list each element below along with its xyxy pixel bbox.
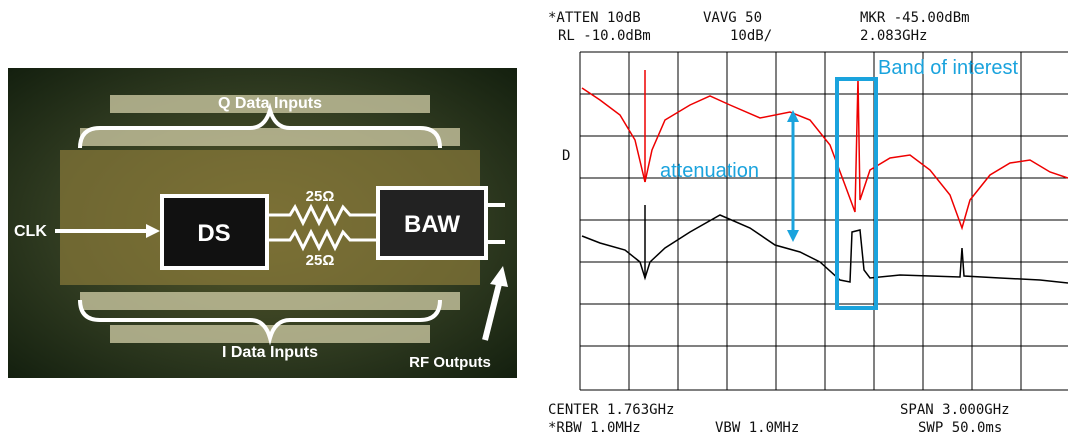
clk-label: CLK <box>14 223 47 240</box>
span: SPAN 3.000GHz <box>900 402 1010 418</box>
vavg: VAVG 50 <box>703 10 762 26</box>
q-brace <box>78 102 442 149</box>
q-inputs-label: Q Data Inputs <box>218 95 322 112</box>
analyzer: *ATTEN 10dB VAVG 50 MKR -45.00dBm RL -10… <box>548 10 1068 436</box>
band-label: Band of interest <box>878 57 1019 79</box>
atten-arrow-top <box>787 110 799 122</box>
baw-block <box>376 186 488 260</box>
resistor-top-label: 25Ω <box>306 188 335 205</box>
black-trace <box>581 214 1068 284</box>
atten-arrow-bottom <box>787 230 799 242</box>
red-trace <box>581 77 1068 231</box>
center: CENTER 1.763GHz <box>548 402 674 418</box>
side-label: D <box>562 148 570 164</box>
scale: 10dB/ <box>730 28 772 44</box>
resistor-bottom <box>267 228 378 252</box>
atten-label: attenuation <box>660 160 759 182</box>
rf-pointer <box>482 279 503 341</box>
grid <box>579 51 1068 391</box>
rbw: *RBW 1.0MHz <box>548 420 641 436</box>
rf-outputs-label: RF Outputs <box>409 354 491 371</box>
band-box <box>835 77 878 310</box>
ds-block <box>160 194 269 270</box>
baw-label: BAW <box>404 211 460 238</box>
i-inputs-label: I Data Inputs <box>222 344 318 361</box>
mkr: MKR -45.00dBm <box>860 10 970 26</box>
atten: *ATTEN 10dB <box>548 10 641 26</box>
resistor-bottom-label: 25Ω <box>306 252 335 269</box>
swp: SWP 50.0ms <box>918 420 1002 436</box>
photo: Q Data Inputs I Data Inputs CLK DS BAW 2… <box>8 68 517 378</box>
ds-label: DS <box>197 220 230 247</box>
mkr-freq: 2.083GHz <box>860 28 927 44</box>
vbw: VBW 1.0MHz <box>715 420 799 436</box>
i-brace <box>78 299 442 346</box>
rf-pointer-head <box>490 266 508 287</box>
resistor-top <box>267 203 378 227</box>
rl: RL -10.0dBm <box>558 28 651 44</box>
clk-arrowhead <box>146 224 160 238</box>
